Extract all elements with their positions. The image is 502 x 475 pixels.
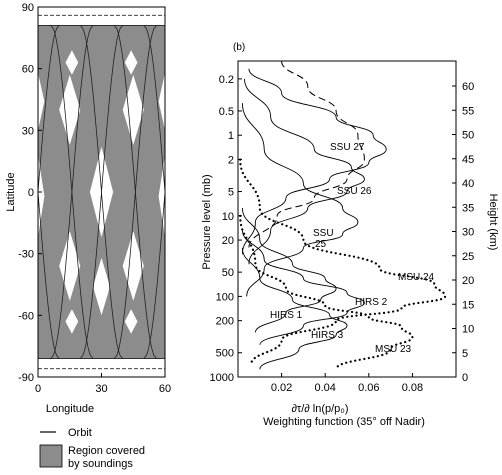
coverage-gap: [59, 231, 81, 301]
wf-y2tick-label: 15: [462, 299, 474, 311]
wf-series-label: 25: [315, 239, 327, 250]
wf-series-label: MSU 24: [398, 272, 435, 283]
wf-xlabel-line1: ∂τ/∂ ln(p/p₀): [291, 403, 348, 415]
map-ytick-label: -90: [18, 372, 34, 384]
wf-xlabel-line2: Weighting function (35° off Nadir): [263, 416, 425, 428]
wf-y2tick-label: 5: [462, 348, 468, 360]
wf-series-dashed-3: [248, 61, 365, 248]
map-xtick-label: 0: [35, 383, 41, 395]
coverage-gap: [65, 309, 79, 334]
wf-ytick-label: 500: [216, 348, 234, 360]
orbit-track: [178, 26, 220, 359]
orbit-track: [38, 25, 60, 198]
wf-frame: [237, 60, 457, 378]
coverage-gap: [38, 72, 45, 131]
wf-series-hirs-2: [241, 229, 365, 346]
wf-series-label: SSU: [313, 228, 334, 239]
wf-series-hirs-3: [241, 247, 348, 370]
orbit-track: [38, 186, 60, 359]
orbit-track: [178, 26, 220, 359]
wf-y2tick-label: 25: [462, 251, 474, 263]
map-ylabel: Latitude: [5, 172, 17, 211]
coverage-gap: [122, 231, 144, 301]
wf-y2tick-label: 40: [462, 178, 474, 190]
wf-ytick-label: 1: [228, 130, 234, 142]
map-ytick-label: 30: [22, 125, 34, 137]
wf-ytick-label: 100: [216, 291, 234, 303]
coverage-gap: [65, 50, 79, 75]
legend-coverage-label-line1: Region covered: [68, 445, 145, 457]
wf-y2tick-label: 30: [462, 227, 474, 239]
wf-series-msu-24: [239, 158, 447, 366]
coverage-panel: 90 60 30 0 -30 -60 -90 0 30 60 Latitude Longitud…: [5, 2, 220, 415]
wf-series-hirs-1: [241, 207, 337, 333]
wf-series-ssu-26: [244, 78, 365, 265]
wf-y2tick-label: 45: [462, 154, 474, 166]
wf-series-label: SSU 26: [337, 186, 372, 197]
map-ytick-label: -30: [18, 249, 34, 261]
map-ytick-label: 90: [22, 2, 34, 14]
coverage-gap: [122, 74, 144, 145]
coverage-gap: [93, 257, 110, 316]
orbit-track: [79, 25, 124, 359]
wf-ytick-label: 10: [222, 211, 234, 223]
wf-xtick-label: 0.08: [402, 382, 423, 394]
wf-series-label: HIRS 3: [311, 330, 344, 341]
wf-xtick-label: 0.02: [271, 382, 292, 394]
wf-ytick-label: 20: [222, 235, 234, 247]
wf-y2tick-label: 20: [462, 275, 474, 287]
orbit-track: [143, 25, 165, 198]
wf-ytick-label: 2: [228, 154, 234, 166]
wf-xtick-label: 0.04: [314, 382, 335, 394]
legend-orbit-label: Orbit: [68, 427, 92, 439]
coverage-gap: [124, 50, 138, 75]
wf-ytick-label: 1000: [210, 372, 234, 384]
map-xlabel: Longitude: [46, 403, 94, 415]
wf-ytick-label: 5: [228, 187, 234, 199]
wf-y2tick-label: 60: [462, 81, 474, 93]
orbit-track: [113, 25, 157, 359]
legend-coverage-label-line2: by soundings: [68, 458, 133, 470]
coverage-gap: [59, 74, 81, 145]
wf-series-ssu-27: [241, 68, 387, 255]
coverage-gap: [124, 309, 138, 334]
wf-y2tick-label: 10: [462, 324, 474, 336]
orbit-track: [143, 186, 165, 359]
panel-label-b: (b): [233, 42, 245, 53]
wf-series-label: HIRS 1: [270, 310, 303, 321]
wf-series-label: HIRS 2: [355, 297, 388, 308]
map-xtick-label: 30: [95, 383, 107, 395]
wf-y2tick-label: 0: [462, 372, 468, 384]
wf-y2tick-label: 50: [462, 130, 474, 142]
map-xtick-label: 60: [159, 383, 171, 395]
coverage-gap: [158, 72, 165, 131]
wf-series-label: SSU 27: [330, 142, 365, 153]
wf-ylabel: Pressure level (mb): [201, 174, 213, 269]
map-ytick-label: 60: [22, 64, 34, 76]
wf-ytick-label: 0.2: [219, 74, 234, 86]
wf-series-label: MSU 23: [375, 344, 412, 355]
wf-ytick-label: 0.5: [219, 106, 234, 118]
wf-series-ssu-25: [241, 103, 359, 297]
wf-ytick-label: 200: [216, 316, 234, 328]
wf-xtick-label: 0.06: [358, 382, 379, 394]
wf-ytick-label: 50: [222, 267, 234, 279]
wf-series-msu-23: [239, 214, 414, 371]
legend: Orbit Region covered by soundings: [39, 427, 145, 470]
wf-y2tick-label: 55: [462, 105, 474, 117]
wf-y2label: Height (km): [487, 194, 499, 251]
legend-coverage-swatch: [39, 444, 63, 468]
map-ytick-label: 0: [28, 187, 34, 199]
wf-y2tick-label: 35: [462, 202, 474, 214]
orbit-track: [50, 25, 94, 359]
map-ytick-label: -60: [18, 310, 34, 322]
